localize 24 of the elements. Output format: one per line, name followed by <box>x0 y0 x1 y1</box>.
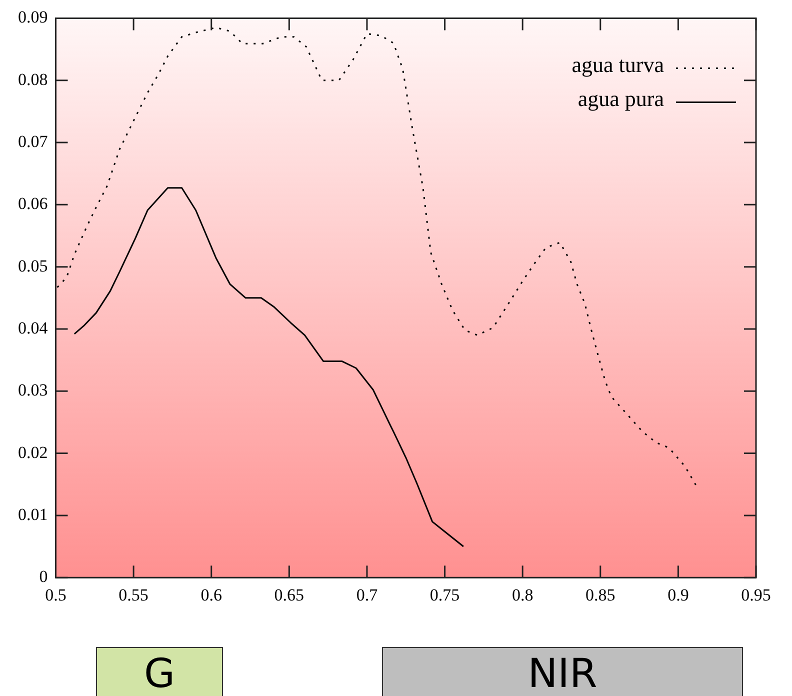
y-tick-label: 0.04 <box>18 318 48 338</box>
y-tick-label: 0.05 <box>18 256 48 276</box>
text: NIR <box>382 647 743 696</box>
y-tick-label: 0 <box>39 567 48 586</box>
x-tick-label: 0.95 <box>741 585 771 604</box>
y-tick-label: 0.02 <box>18 442 48 462</box>
text: G <box>96 647 223 696</box>
x-tick-label: 0.8 <box>512 585 534 604</box>
x-tick-label: 0.55 <box>118 585 148 604</box>
x-tick-label: 0.7 <box>356 585 378 604</box>
y-tick-label: 0.07 <box>18 132 48 151</box>
y-tick-label: 0.09 <box>18 8 48 27</box>
y-tick-label: 0.06 <box>18 194 48 214</box>
x-tick-label: 0.9 <box>668 585 689 604</box>
x-tick-label: 0.75 <box>430 585 460 604</box>
x-tick-label: 0.65 <box>274 585 304 604</box>
y-tick-label: 0.01 <box>18 504 48 524</box>
y-tick-label: 0.03 <box>18 380 48 400</box>
y-tick-label: 0.08 <box>18 70 48 89</box>
legend-label: agua turva <box>572 52 664 77</box>
x-tick-label: 0.6 <box>200 585 222 604</box>
legend-label: agua pura <box>578 86 664 111</box>
x-tick-label: 0.5 <box>45 585 66 604</box>
x-tick-label: 0.85 <box>586 585 616 604</box>
